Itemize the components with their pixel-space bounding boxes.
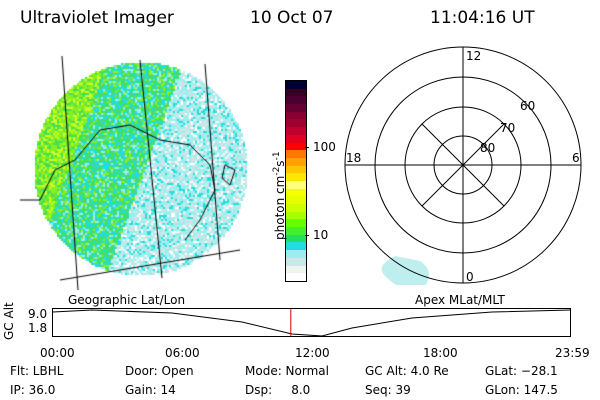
mlt-12: 12 — [466, 49, 481, 63]
colorbar-band — [286, 157, 306, 166]
lat-60: 60 — [520, 99, 535, 113]
colorbar-band — [286, 165, 306, 174]
lat-70: 70 — [500, 121, 515, 135]
xtick: 23:59 — [555, 346, 590, 360]
colorbar-label: photon cm-2s-1 — [272, 151, 287, 240]
colorbar-band — [286, 142, 306, 151]
colorbar-band — [286, 204, 306, 212]
colorbar-band — [286, 188, 306, 197]
colorbar-band — [286, 88, 306, 97]
colorbar — [285, 80, 307, 282]
gain: Gain: 14 — [125, 383, 176, 397]
polar-plot: 12 18 6 0 60 70 80 — [344, 46, 582, 285]
colorbar-tick — [305, 147, 309, 148]
aurora-patch — [381, 256, 429, 285]
ytick-1.8: 1.8 — [28, 321, 48, 335]
altitude-timeline — [52, 308, 571, 337]
colorbar-band — [286, 257, 306, 266]
colorbar-band — [286, 173, 306, 181]
seq: Seq: 39 — [365, 383, 411, 397]
colorbar-band — [286, 219, 306, 228]
door: Door: Open — [125, 364, 194, 378]
glat: GLat: −28.1 — [485, 364, 558, 378]
colorbar-tick-100: 100 — [313, 140, 336, 154]
lat-80: 80 — [480, 141, 495, 155]
right-caption: Apex MLat/MLT — [415, 293, 505, 307]
colorbar-band — [286, 180, 306, 189]
xtick: 12:00 — [295, 346, 330, 360]
xtick: 18:00 — [423, 346, 458, 360]
colorbar-band — [286, 227, 306, 235]
mlt-18: 18 — [346, 151, 361, 165]
filter: Flt: LBHL — [10, 364, 64, 378]
earth-image — [0, 50, 280, 290]
colorbar-tick — [305, 235, 309, 236]
colorbar-band — [286, 96, 306, 105]
colorbar-band — [286, 250, 306, 258]
colorbar-band — [286, 196, 306, 204]
colorbar-band — [286, 242, 306, 251]
colorbar-band — [286, 273, 306, 281]
colorbar-band — [286, 211, 306, 220]
colorbar-band — [286, 150, 306, 158]
colorbar-band — [286, 127, 306, 135]
mlt-0: 0 — [466, 270, 474, 284]
colorbar-band — [286, 134, 306, 143]
left-caption: Geographic Lat/Lon — [68, 293, 186, 307]
y-axis-label: GC Alt — [2, 302, 16, 340]
dsp: Dsp: 8.0 — [245, 383, 311, 397]
colorbar-tick-10: 10 — [313, 228, 329, 242]
time: 11:04:16 UT — [430, 8, 535, 28]
glon: GLon: 147.5 — [485, 383, 558, 397]
xtick: 06:00 — [165, 346, 200, 360]
ytick-9: 9.0 — [28, 307, 48, 321]
mlt-6: 6 — [572, 151, 580, 165]
gc-alt: GC Alt: 4.0 Re — [365, 364, 449, 378]
colorbar-band — [286, 265, 306, 274]
colorbar-band — [286, 104, 306, 112]
instrument-title: Ultraviolet Imager — [20, 8, 174, 28]
mode: Mode: Normal — [245, 364, 329, 378]
colorbar-band — [286, 119, 306, 128]
colorbar-band — [286, 81, 306, 89]
colorbar-band — [286, 234, 306, 243]
ip: IP: 36.0 — [10, 383, 56, 397]
xtick: 00:00 — [40, 346, 75, 360]
date: 10 Oct 07 — [250, 8, 334, 28]
colorbar-band — [286, 111, 306, 120]
